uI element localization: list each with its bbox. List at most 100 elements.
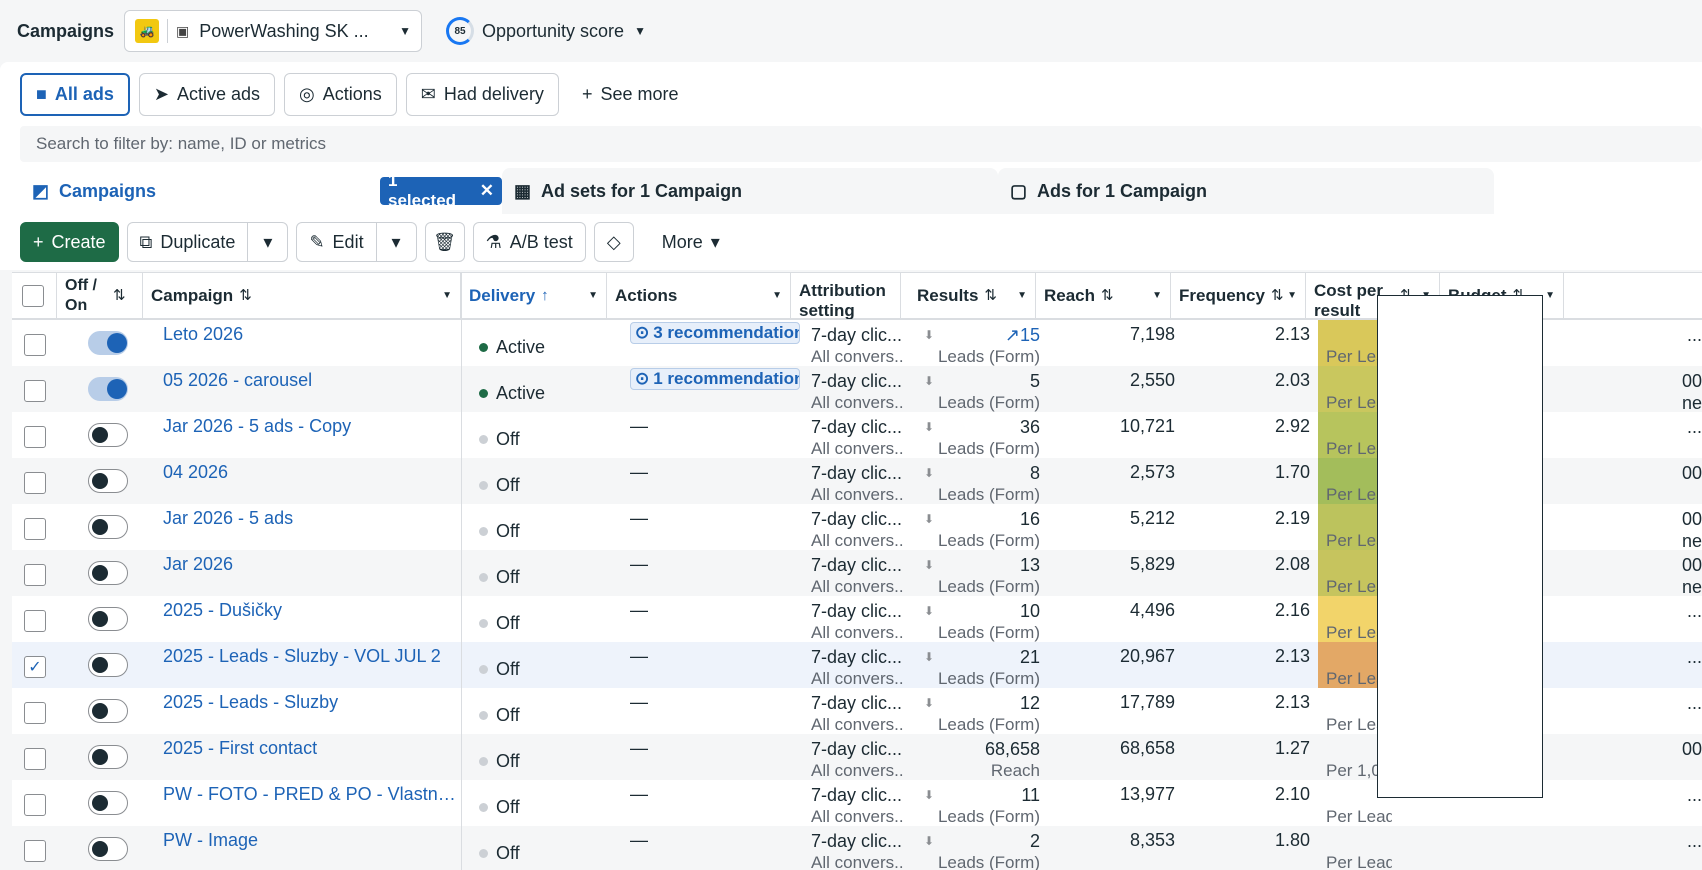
chip-all-ads[interactable]: ■ All ads <box>20 73 130 116</box>
attribution-main: 7-day clic... <box>811 371 903 391</box>
campaign-name-link[interactable]: 2025 - Leads - Sluzby <box>163 692 339 712</box>
edit-button[interactable]: ✎ Edit <box>296 222 377 262</box>
table-row[interactable]: PW - Image Off — 7-day clic... All convers..… <box>12 826 1702 870</box>
tag-button[interactable]: ◇ <box>593 222 634 262</box>
campaign-name-link[interactable]: Jar 2026 - 5 ads <box>163 508 294 528</box>
campaign-name-link[interactable]: 2025 - First contact <box>163 738 318 758</box>
header-campaign[interactable]: Campaign ⇅ ▼ <box>143 273 461 319</box>
chip-actions[interactable]: ◎ Actions <box>284 73 397 116</box>
tab-campaigns[interactable]: ◩ Campaigns 1 selected ✕ <box>20 168 502 214</box>
delete-button[interactable]: 🗑 <box>424 222 465 262</box>
tab-ad-sets[interactable]: ▦ Ad sets for 1 Campaign <box>502 168 998 214</box>
header-reach[interactable]: Reach ⇅ ▼ <box>1036 273 1171 319</box>
row-toggle[interactable] <box>88 745 128 769</box>
header-attribution[interactable]: Attribution setting <box>791 273 901 319</box>
row-toggle[interactable] <box>88 515 128 539</box>
status-dot-icon <box>479 480 488 490</box>
row-toggle[interactable] <box>88 791 128 815</box>
account-selector[interactable]: 🚜 ▣ PowerWashing SK ... ▼ <box>124 10 422 52</box>
campaign-name-link[interactable]: 04 2026 <box>163 462 229 482</box>
frequency-value: 2.92 <box>1274 416 1310 436</box>
more-button[interactable]: More ▾ <box>641 222 732 262</box>
row-toggle[interactable] <box>88 331 128 355</box>
duplicate-dropdown[interactable]: ▾ <box>248 222 289 262</box>
row-toggle[interactable] <box>88 837 128 861</box>
send-icon: ➤ <box>153 84 169 104</box>
table-row[interactable]: PW - FOTO - PRED & PO - Vlastnoruč... Off… <box>12 780 1702 826</box>
campaign-name-link[interactable]: 05 2026 - carousel <box>163 370 313 390</box>
row-toggle[interactable] <box>88 653 128 677</box>
row-toggle[interactable] <box>88 561 128 585</box>
row-checkbox[interactable] <box>24 564 46 586</box>
campaign-name-link[interactable]: 2025 - Leads - Sluzby - VOL JUL 2 <box>163 646 441 666</box>
campaign-name-link[interactable]: Jar 2026 - 5 ads - Copy <box>163 416 352 436</box>
ab-test-button[interactable]: ⚗ A/B test <box>472 222 586 262</box>
attribution-value: 7-day clic... All convers... <box>811 324 905 370</box>
row-checkbox[interactable] <box>24 840 46 862</box>
header-label: Campaign <box>151 286 234 305</box>
selected-badge[interactable]: 1 selected ✕ <box>380 171 502 210</box>
row-checkbox[interactable]: ✓ <box>24 656 46 678</box>
budget-main: ... <box>1686 785 1702 805</box>
status-dot-icon <box>479 710 488 720</box>
campaign-name-link[interactable]: 2025 - Dušičky <box>163 600 283 620</box>
reach-value: 5,212 <box>1129 508 1175 528</box>
opportunity-score[interactable]: 85 Opportunity score ▼ <box>446 17 646 45</box>
row-checkbox[interactable] <box>24 702 46 724</box>
create-button[interactable]: + Create <box>20 222 119 262</box>
header-off-on[interactable]: Off / On ⇅ <box>57 273 143 319</box>
selected-badge-label: 1 selected <box>388 171 457 210</box>
row-checkbox[interactable] <box>24 334 46 356</box>
row-checkbox[interactable] <box>24 748 46 770</box>
sort-icon: ⇅ <box>113 287 126 304</box>
header-actions[interactable]: Actions ▼ <box>607 273 791 319</box>
actions-value: — <box>630 830 648 850</box>
budget-sub: ne <box>1681 577 1702 597</box>
caret-down-icon: ▼ <box>772 290 782 301</box>
delivery-status: Off <box>479 738 520 784</box>
caret-down-icon: ▼ <box>399 24 411 38</box>
search-input[interactable]: Search to filter by: name, ID or metrics <box>20 126 1702 162</box>
budget-main: ... <box>1686 831 1702 851</box>
select-all-checkbox[interactable] <box>22 285 44 307</box>
table-row[interactable]: 2025 - Leads - Sluzby Off — 7-day clic... Al… <box>12 688 1702 734</box>
row-checkbox[interactable] <box>24 426 46 448</box>
campaign-name-link[interactable]: PW - Image <box>163 830 259 850</box>
frequency-value: 2.19 <box>1274 508 1310 528</box>
campaign-name-link[interactable]: Jar 2026 <box>163 554 234 574</box>
chip-had-delivery[interactable]: ✉ Had delivery <box>405 73 559 116</box>
select-all-header <box>12 273 57 319</box>
row-checkbox[interactable] <box>24 518 46 540</box>
results-main[interactable]: ↗15 <box>920 324 1040 346</box>
campaign-name-link[interactable]: Leto 2026 <box>163 324 244 344</box>
see-more-button[interactable]: + See more <box>567 73 693 116</box>
header-results[interactable]: Results ⇅ ▼ <box>901 273 1036 319</box>
row-checkbox[interactable] <box>24 472 46 494</box>
duplicate-button[interactable]: ⧉ Duplicate <box>126 222 249 262</box>
edit-dropdown[interactable]: ▾ <box>376 222 417 262</box>
table-row[interactable]: 2025 - Dušičky Off — 7-day clic... All conve… <box>12 596 1702 642</box>
tab-ads[interactable]: ▢ Ads for 1 Campaign <box>998 168 1494 214</box>
attribution-value: 7-day clic... All convers... <box>811 600 905 646</box>
row-checkbox[interactable] <box>24 380 46 402</box>
recommendations-link[interactable]: ⊙ 3 recommendations <box>630 322 800 344</box>
frequency-value: 2.03 <box>1274 370 1310 390</box>
recommendations-link[interactable]: ⊙ 1 recommendation <box>630 368 800 390</box>
campaign-name-link[interactable]: PW - FOTO - PRED & PO - Vlastnoruč... <box>163 784 463 804</box>
row-checkbox[interactable] <box>24 610 46 632</box>
results-value: ⬇ 8 Leads (Form) <box>920 462 1040 508</box>
row-toggle[interactable] <box>88 377 128 401</box>
header-frequency[interactable]: Frequency ⇅ ▼ <box>1171 273 1306 319</box>
row-toggle[interactable] <box>88 423 128 447</box>
row-toggle[interactable] <box>88 607 128 631</box>
row-checkbox[interactable] <box>24 794 46 816</box>
results-sub: Leads (Form) <box>937 347 1040 366</box>
row-toggle[interactable] <box>88 699 128 723</box>
chip-active-ads[interactable]: ➤ Active ads <box>138 73 276 116</box>
header-delivery[interactable]: Delivery ↑ ▼ <box>461 273 607 319</box>
close-icon[interactable]: ✕ <box>479 181 494 200</box>
frequency-value: 2.13 <box>1274 324 1310 344</box>
header-label: Results <box>917 286 979 305</box>
row-toggle[interactable] <box>88 469 128 493</box>
attribution-main: 7-day clic... <box>811 509 903 529</box>
